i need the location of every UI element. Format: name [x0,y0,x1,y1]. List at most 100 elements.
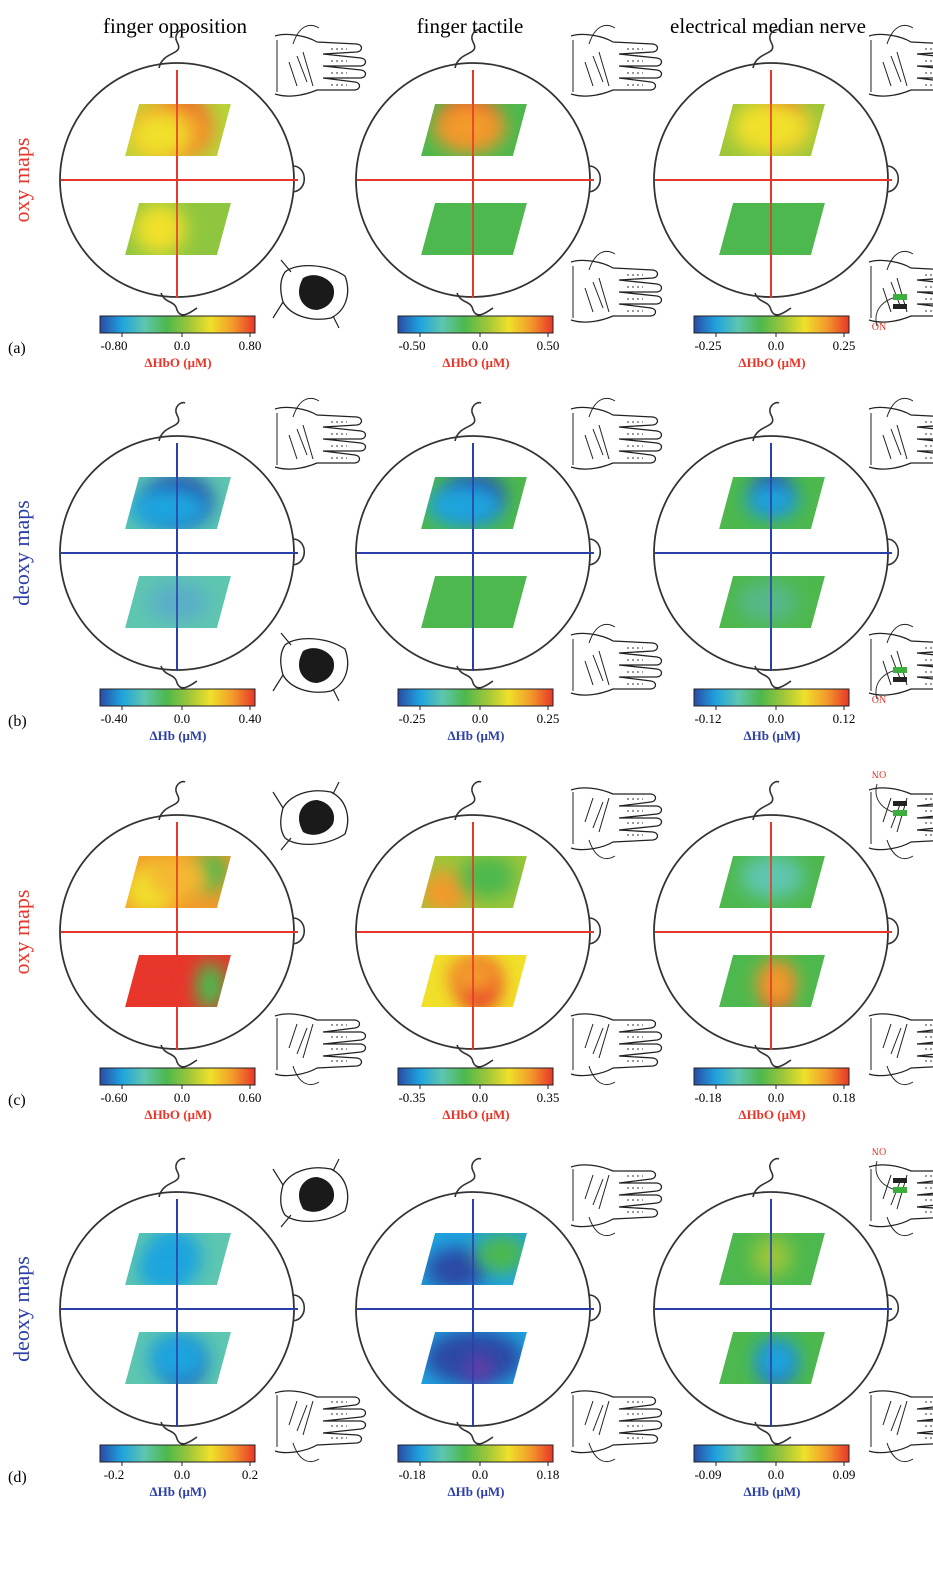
head-map-panel: -0.35 0.0 0.35 ΔHbO (μM) [355,780,663,1122]
ear-mark [886,165,900,193]
column-title: electrical median nerve [670,14,866,38]
nose-mark [752,28,780,69]
colorbar-gradient [693,315,850,334]
electrode [893,294,907,300]
colorbar-tick-label: 0.0 [174,1467,190,1482]
stim-on-label: ON [872,768,886,779]
colorbar-tick-label: 0.80 [239,338,262,353]
head-map-panel: ON -0.09 0.0 0.09 ΔHb (μM) [653,1145,933,1499]
stim-on-label: ON [872,322,886,333]
ear-mark [588,165,602,193]
hand-icon [868,397,933,470]
activation-map-bottom [719,1332,825,1384]
hand-icon [868,783,933,860]
panel-letter: (d) [8,1469,27,1486]
occipital-mark [456,1044,494,1068]
hand-icon [272,1158,349,1228]
panel-row: deoxy maps (d) -0.2 0.0 0.2 ΔHb (μM) -0.18 0.0 0… [8,1145,933,1499]
nose-mark [752,401,780,442]
colorbar-tick-label: -0.12 [694,711,721,726]
colorbar-tick-label: 0.35 [537,1090,560,1105]
activation-blob [475,1233,527,1274]
column-title: finger tactile [417,14,524,38]
colorbar-tick-label: 0.18 [537,1467,560,1482]
colorbar: -0.12 0.0 0.12 ΔHb (μM) [693,688,855,743]
occipital-mark [754,665,792,689]
hand-icon [570,1013,663,1086]
activation-map-bottom [125,1332,231,1384]
hand-icon [274,1013,367,1086]
ear-mark [292,1294,306,1322]
nose-mark [158,401,186,442]
stim-on-label: ON [872,695,886,706]
hand-icon [868,1160,933,1237]
map-base [421,576,527,628]
ear-mark [588,538,602,566]
occipital-mark [160,1421,198,1445]
row-map-label: oxy maps [9,890,34,975]
electrode [893,1178,907,1183]
colorbar-gradient [693,1067,850,1086]
occipital-mark [456,1421,494,1445]
occipital-mark [754,1421,792,1445]
activation-blob [433,104,506,154]
colorbar-tick-label: 0.60 [239,1090,262,1105]
activation-map-top [719,477,825,529]
activation-blob [148,856,208,897]
colorbar-tick-label: 0.09 [833,1467,856,1482]
stim-on-label: ON [872,1145,886,1156]
colorbar-gradient [693,1444,850,1463]
colorbar-unit-label: ΔHbO (μM) [144,1107,211,1122]
nose-mark [752,780,780,821]
panel-letter: (a) [8,340,26,357]
activation-blob [459,856,516,899]
colorbar-unit-label: ΔHb (μM) [743,728,800,743]
hand-icon [570,250,663,323]
colorbar-gradient [397,1444,554,1463]
head-map-panel: ON -0.12 0.0 0.12 ΔHb (μM) [653,397,933,743]
activation-map-bottom [125,203,231,255]
activation-map-top [719,104,825,156]
colorbar: -0.25 0.0 0.25 ΔHb (μM) [397,688,560,743]
colorbar-tick-label: -0.25 [694,338,721,353]
colorbar-unit-label: ΔHb (μM) [149,1484,206,1499]
row-map-label: oxy maps [9,138,34,223]
hand-icon [272,259,349,329]
row-map-label: deoxy maps [9,1256,34,1362]
activation-blob [740,856,804,899]
colorbar: -0.40 0.0 0.40 ΔHb (μM) [99,688,261,743]
panel-letter: (c) [8,1092,26,1109]
activation-map-top [719,1233,825,1285]
activation-blob [752,1236,792,1277]
nose-mark [158,28,186,69]
hand-icon [570,24,663,97]
occipital-mark [456,665,494,689]
panel-row: oxy maps (a) -0.80 0.0 0.80 ΔHbO (μM) -0.50 0.0… [8,24,933,370]
colorbar-gradient [397,315,554,334]
electrode [893,677,907,682]
map-base [421,203,527,255]
activation-map-top [421,1233,527,1285]
colorbar-tick-label: -0.25 [398,711,425,726]
ear-mark [886,1294,900,1322]
head-map-panel: -0.80 0.0 0.80 ΔHbO (μM) [59,24,367,370]
hand-icon [272,781,349,851]
colorbar-tick-label: 0.25 [537,711,560,726]
activation-blob [425,1247,486,1285]
colorbar-tick-label: -0.18 [694,1090,721,1105]
activation-map-top [125,1233,231,1285]
occipital-mark [754,1044,792,1068]
activation-blob [138,1249,191,1285]
colorbar-tick-label: 0.0 [174,338,190,353]
hand-icon [570,787,663,860]
colorbar-tick-label: 0.50 [537,338,560,353]
head-map-panel: ON -0.25 0.0 0.25 ΔHbO (μM) [653,24,933,370]
colorbar: -0.25 0.0 0.25 ΔHbO (μM) [693,315,855,370]
activation-map-top [421,856,527,908]
hand-icon [274,24,367,97]
panel-rows: oxy maps (a) -0.80 0.0 0.80 ΔHbO (μM) -0.50 0.0… [8,24,933,1499]
colorbar-gradient [99,1067,256,1086]
colorbar-tick-label: 0.0 [768,1467,784,1482]
activation-blob [128,486,209,529]
